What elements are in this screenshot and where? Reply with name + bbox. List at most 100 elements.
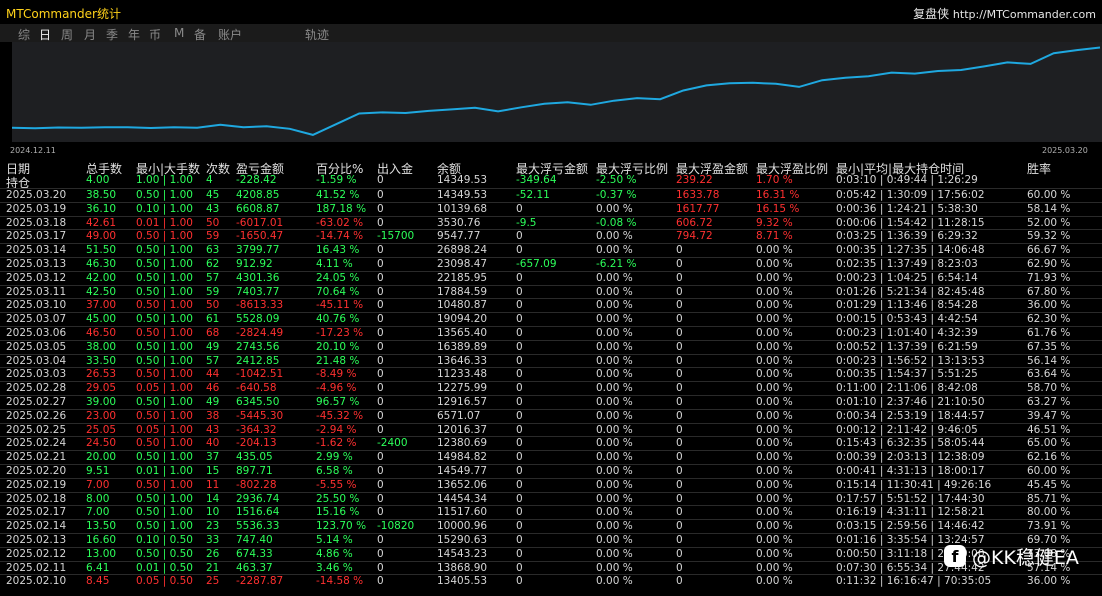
cell-win: 85.71 % — [1027, 492, 1071, 505]
cell-pct: 25.50 % — [316, 492, 360, 505]
table-row[interactable]: 2025.02.13 16.60 0.10 | 0.50 33 747.40 5.14 %… — [0, 533, 1102, 547]
table-row[interactable]: 2025.02.25 25.05 0.05 | 1.00 43 -364.32 -2.94… — [0, 422, 1102, 437]
table-row[interactable]: 2025.03.07 45.00 0.50 | 1.00 61 5528.09 40.76… — [0, 312, 1102, 326]
cell-date: 2025.03.14 — [6, 244, 67, 257]
table-row[interactable]: 2025.02.20 9.51 0.01 | 1.00 15 897.71 6.58 % 0… — [0, 464, 1102, 478]
table-row[interactable]: 2025.03.14 51.50 0.50 | 1.00 63 3799.77 16.43… — [0, 243, 1102, 257]
table-row[interactable]: 2025.02.21 20.00 0.50 | 1.00 37 435.05 2.99 %… — [0, 450, 1102, 464]
header-col-13[interactable]: 胜率 — [1027, 162, 1052, 176]
table-row[interactable]: 2025.03.03 26.53 0.50 | 1.00 44 -1042.51 -8.4… — [0, 367, 1102, 381]
cell-pct: 16.43 % — [316, 244, 360, 257]
tab-0[interactable]: 综 — [18, 28, 31, 42]
cell-mflp: 0.00 % — [596, 561, 633, 574]
cell-mfp: 1633.78 — [676, 189, 720, 201]
cell-mfpp: 16.31 % — [756, 189, 800, 201]
header-col-9[interactable]: 最大浮亏比例 — [596, 162, 669, 176]
table-row[interactable]: 2025.02.18 8.00 0.50 | 1.00 14 2936.74 25.50 … — [0, 491, 1102, 506]
cell-mflp: 0.00 % — [596, 382, 633, 395]
header-col-8[interactable]: 最大浮亏金额 — [516, 162, 589, 176]
cell-mflp: 0.00 % — [596, 465, 633, 477]
tab-2[interactable]: 周 — [61, 28, 74, 42]
tab-10[interactable]: 轨迹 — [305, 28, 330, 42]
brand-url[interactable]: http://MTCommander.com — [952, 8, 1096, 21]
cell-win: 59.32 % — [1027, 230, 1071, 243]
cell-date: 2025.02.24 — [6, 437, 67, 450]
cell-date: 2025.03.11 — [6, 285, 67, 298]
cell-mflp: 0.00 % — [596, 534, 633, 546]
header-col-11[interactable]: 最大浮盈比例 — [756, 162, 829, 176]
table-row[interactable]: 2025.03.10 37.00 0.50 | 1.00 50 -8613.33 -45.… — [0, 298, 1102, 312]
table-row[interactable]: 2025.02.12 13.00 0.50 | 0.50 26 674.33 4.86 %… — [0, 546, 1102, 561]
cell-mfp: 0 — [676, 520, 683, 533]
cell-balance: 10480.87 — [437, 299, 488, 312]
table-row[interactable]: 2025.03.04 33.50 0.50 | 1.00 57 2412.85 21.48… — [0, 353, 1102, 368]
cell-pct: 4.86 % — [316, 547, 353, 560]
cell-date: 2025.03.20 — [6, 189, 67, 201]
fb-logo-icon: f — [944, 545, 966, 567]
cell-minmax: 0.05 | 0.50 — [136, 575, 193, 588]
tab-6[interactable]: 币 — [149, 28, 162, 42]
header-col-3[interactable]: 次数 — [206, 162, 231, 176]
tab-4[interactable]: 季 — [106, 28, 119, 42]
cell-minmax: 0.50 | 1.00 — [136, 285, 193, 298]
header-col-5[interactable]: 百分比% — [316, 162, 364, 176]
table-row[interactable]: 2025.03.05 38.00 0.50 | 1.00 49 2743.56 20.10… — [0, 339, 1102, 354]
tab-1[interactable]: 日 — [39, 28, 52, 42]
cell-mfpp: 16.15 % — [756, 202, 800, 215]
header-col-2[interactable]: 最小|大手数 — [136, 162, 201, 176]
table-row[interactable]: 2025.03.11 42.50 0.50 | 1.00 59 7403.77 70.64… — [0, 284, 1102, 299]
cell-hold: 0:00:36 | 1:24:21 | 5:38:30 — [836, 202, 978, 215]
table-row[interactable]: 2025.03.20 38.50 0.50 | 1.00 45 4208.85 41.52… — [0, 188, 1102, 202]
cell-pct: -4.96 % — [316, 382, 357, 395]
header-col-4[interactable]: 盈亏金额 — [236, 162, 285, 176]
header-col-1[interactable]: 总手数 — [86, 162, 123, 176]
table-row[interactable]: 2025.03.17 49.00 0.50 | 1.00 59 -1650.47 -14.… — [0, 229, 1102, 243]
table-row[interactable]: 2025.02.26 23.00 0.50 | 1.00 38 -5445.30 -45.… — [0, 408, 1102, 423]
table-row[interactable]: 2025.03.12 42.00 0.50 | 1.00 57 4301.36 24.05… — [0, 270, 1102, 285]
tab-5[interactable]: 年 — [128, 28, 141, 42]
cell-pct: -17.23 % — [316, 327, 364, 339]
cell-count: 14 — [206, 492, 220, 505]
tab-9[interactable]: 账户 — [218, 28, 243, 42]
header-col-0[interactable]: 日期 — [6, 162, 31, 176]
table-row[interactable]: 2025.02.28 29.05 0.05 | 1.00 46 -640.58 -4.96… — [0, 381, 1102, 395]
table-row[interactable]: 2025.02.24 24.50 0.50 | 1.00 40 -204.13 -1.62… — [0, 436, 1102, 450]
cell-mfl: 0 — [516, 492, 523, 505]
table-row[interactable]: 2025.02.11 6.41 0.01 | 0.50 21 463.37 3.46 % 0… — [0, 560, 1102, 575]
cell-win: 60.00 % — [1027, 189, 1071, 201]
cell-win: 62.90 % — [1027, 258, 1071, 270]
table-row[interactable]: 2025.02.17 7.00 0.50 | 1.00 10 1516.64 15.16 … — [0, 505, 1102, 519]
cell-mflp: 0.00 % — [596, 368, 633, 381]
cell-mfpp: 0.00 % — [756, 520, 793, 533]
cell-lots: 20.00 — [86, 451, 117, 464]
cell-pct: 15.16 % — [316, 506, 360, 519]
cell-lots: 13.00 — [86, 547, 117, 560]
table-row[interactable]: 2025.03.19 36.10 0.10 | 1.00 43 6608.87 187.1… — [0, 201, 1102, 216]
cell-pnl: 4208.85 — [236, 189, 280, 201]
holding-minmax: 1.00 | 1.00 — [136, 174, 193, 186]
cell-mfp: 0 — [676, 492, 683, 505]
header-col-12[interactable]: 最小|平均|最大持仓时间 — [836, 162, 965, 176]
header-col-7[interactable]: 余额 — [437, 162, 462, 176]
cell-flow: 0 — [377, 423, 384, 436]
header-col-10[interactable]: 最大浮盈金额 — [676, 162, 749, 176]
table-row[interactable]: 2025.02.19 7.00 0.50 | 1.00 11 -802.28 -5.55 … — [0, 477, 1102, 492]
table-row[interactable]: 2025.03.13 46.30 0.50 | 1.00 62 912.92 4.11 %… — [0, 257, 1102, 271]
brand-area: 复盘侠 http://MTCommander.com — [913, 5, 1096, 22]
tab-8[interactable]: 备 — [194, 28, 207, 42]
cell-win: 69.70 % — [1027, 534, 1071, 546]
tab-7[interactable]: M — [174, 26, 185, 40]
table-row[interactable]: 2025.03.18 42.61 0.01 | 1.00 50 -6017.01 -63.… — [0, 215, 1102, 230]
cell-mfl: 0 — [516, 534, 523, 546]
header-col-6[interactable]: 出入金 — [377, 162, 414, 176]
cell-mfl: 0 — [516, 465, 523, 477]
table-row[interactable]: 2025.02.27 39.00 0.50 | 1.00 49 6345.50 96.57… — [0, 395, 1102, 409]
cell-hold: 0:00:15 | 0:53:43 | 4:42:54 — [836, 313, 978, 326]
table-row[interactable]: 2025.03.06 46.50 0.50 | 1.00 68 -2824.49 -17.… — [0, 326, 1102, 340]
cell-date: 2025.03.12 — [6, 271, 67, 284]
table-row[interactable]: 2025.02.14 13.50 0.50 | 1.00 23 5536.33 123.7… — [0, 519, 1102, 533]
tab-3[interactable]: 月 — [84, 28, 97, 42]
table-row[interactable]: 2025.02.10 8.45 0.05 | 0.50 25 -2287.87 -14.5… — [0, 574, 1102, 588]
cell-hold: 0:00:35 | 1:54:37 | 5:51:25 — [836, 368, 978, 381]
cell-mfl: 0 — [516, 327, 523, 339]
